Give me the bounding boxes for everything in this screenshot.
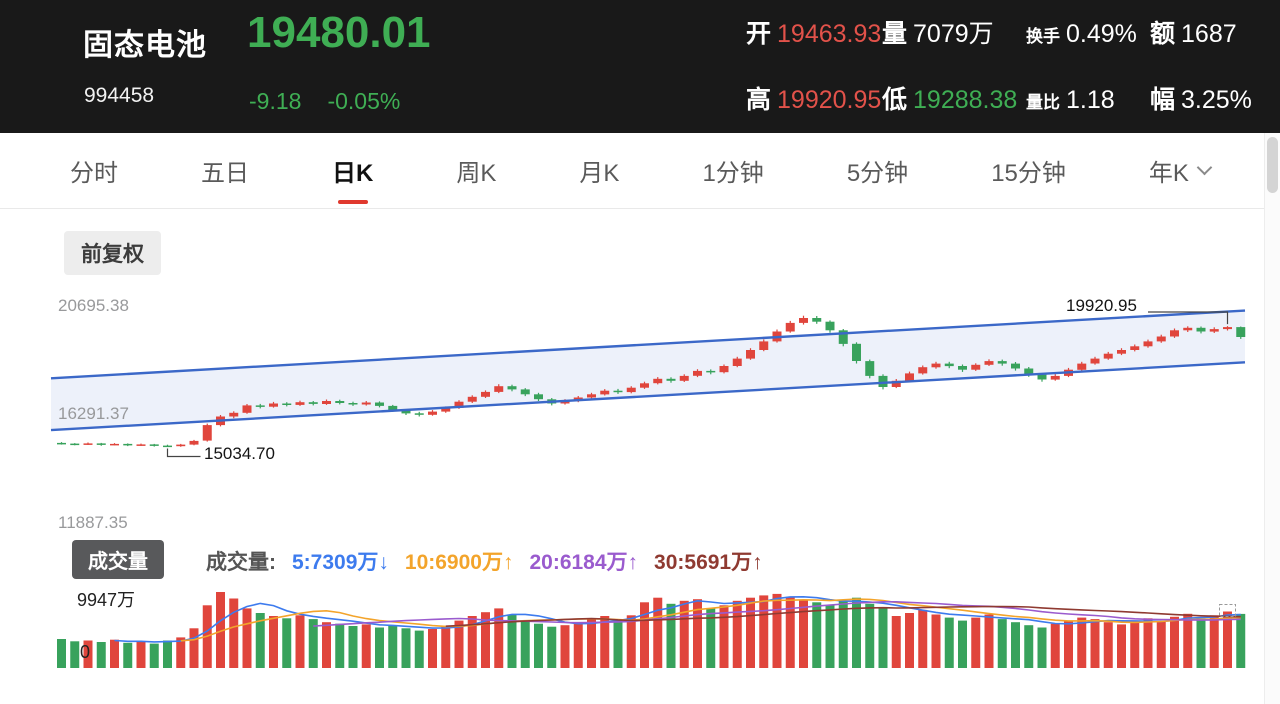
stat-label: 高 xyxy=(746,86,772,114)
tab-15min[interactable]: 15分钟 xyxy=(991,133,1066,208)
scrollbar-thumb[interactable] xyxy=(1267,137,1278,193)
volume-pill-button[interactable]: 成交量 xyxy=(72,540,164,579)
stat-value: 3.25% xyxy=(1181,86,1252,114)
volume-ma20-line xyxy=(313,600,1241,627)
stat-value: 19463.93 xyxy=(777,20,882,48)
tab-label: 1分钟 xyxy=(702,160,764,187)
trend-channel-lower-line xyxy=(50,361,1246,432)
tab-weekly-k[interactable]: 周K xyxy=(456,133,496,208)
tab-label: 分时 xyxy=(70,160,118,187)
volume-ma-legend-ma5: 5:7309万↓ xyxy=(292,551,389,574)
forward-adjusted-button[interactable]: 前复权 xyxy=(64,231,161,275)
low-annotation-connector xyxy=(166,448,201,458)
volume-chart[interactable] xyxy=(0,585,1280,675)
stat-label: 量 xyxy=(882,20,908,48)
stat-open: 开 19463.93 xyxy=(746,14,882,50)
stat-label: 开 xyxy=(746,20,772,48)
tab-label: 5分钟 xyxy=(846,160,909,187)
stat-volume-ratio: 量比 1.18 xyxy=(1026,86,1150,115)
stat-label: 换手 xyxy=(1026,27,1060,46)
volume-legend-items: 5:7309万↓ 10:6900万↑ 20:6184万↑ 30:5691万↑ xyxy=(292,546,763,576)
change-value: -9.18 xyxy=(249,88,302,114)
trend-channel-upper-line xyxy=(50,309,1246,380)
stat-amount: 额 1687 xyxy=(1150,14,1237,50)
stat-volume: 量 7079万 xyxy=(882,14,1026,50)
stat-value: 19920.95 xyxy=(777,86,882,114)
price-axis-label-min: 11887.35 xyxy=(58,513,128,532)
tab-daily-k[interactable]: 日K xyxy=(332,133,373,208)
period-tab-bar: 分时 五日 日K 周K 月K 1分钟 5分钟 15分钟 年K xyxy=(0,133,1280,209)
stat-label: 量比 xyxy=(1026,93,1060,112)
volume-legend-prefix: 成交量: xyxy=(206,551,276,574)
tab-yearly-k[interactable]: 年K xyxy=(1148,133,1213,208)
volume-ma-legend-ma10: 10:6900万↑ xyxy=(404,551,514,574)
current-price: 19480.01 xyxy=(247,8,431,57)
tab-label: 周K xyxy=(456,160,497,187)
price-change: -9.18 -0.05% xyxy=(249,88,426,115)
stat-value: 7079万 xyxy=(913,20,994,48)
stat-amplitude: 幅 3.25% xyxy=(1150,80,1252,116)
stat-value: 19288.38 xyxy=(913,86,1018,114)
tab-label: 日K xyxy=(332,160,374,187)
stat-turnover-rate: 换手 0.49% xyxy=(1026,20,1150,49)
price-axis-label-mid: 16291.37 xyxy=(58,404,129,423)
stats-row-1: 开 19463.93 量 7079万 换手 0.49% 额 1687 xyxy=(746,14,1280,58)
volume-axis-max-label: 9947万 xyxy=(77,590,136,610)
tab-label: 月K xyxy=(579,160,620,187)
quote-stats: 开 19463.93 量 7079万 换手 0.49% 额 1687 高 19920.95 低 19… xyxy=(746,14,1280,146)
tab-monthly-k[interactable]: 月K xyxy=(579,133,619,208)
volume-ma30-line xyxy=(445,605,1241,627)
quote-header: 固态电池 994458 19480.01 -9.18 -0.05% 开 19463.… xyxy=(0,0,1280,133)
price-axis-label-max: 20695.38 xyxy=(58,296,129,315)
stat-value: 0.49% xyxy=(1066,20,1137,48)
chevron-down-icon xyxy=(1196,159,1213,176)
high-price-annotation: 19920.95 xyxy=(1066,296,1137,315)
volume-ma5-line xyxy=(114,595,1241,643)
tab-5min[interactable]: 5分钟 xyxy=(847,133,908,208)
volume-ma-legend: 成交量: 5:7309万↓ 10:6900万↑ 20:6184万↑ 30:5691万↑ xyxy=(206,546,763,576)
stat-value: 1687 xyxy=(1181,20,1237,48)
stat-value: 1.18 xyxy=(1066,86,1115,114)
stat-low: 低 19288.38 xyxy=(882,80,1026,116)
stat-high: 高 19920.95 xyxy=(746,80,882,116)
tab-1min[interactable]: 1分钟 xyxy=(702,133,763,208)
latest-bar-marker xyxy=(1219,604,1236,617)
tab-five-day[interactable]: 五日 xyxy=(201,133,249,208)
stat-label: 额 xyxy=(1150,20,1176,48)
low-price-annotation: 15034.70 xyxy=(204,444,275,463)
tab-time-sharing[interactable]: 分时 xyxy=(70,133,118,208)
change-percent: -0.05% xyxy=(327,88,401,114)
stock-name: 固态电池 xyxy=(83,29,207,62)
tab-label: 15分钟 xyxy=(991,160,1066,187)
stock-code: 994458 xyxy=(84,84,155,107)
volume-ma10-line xyxy=(180,598,1241,642)
candlestick-chart[interactable] xyxy=(0,255,1280,540)
stat-label: 幅 xyxy=(1150,86,1176,114)
volume-axis-zero-label: 0 xyxy=(80,642,91,662)
tab-label: 五日 xyxy=(201,160,250,187)
high-annotation-connector xyxy=(1148,311,1229,325)
stats-row-2: 高 19920.95 低 19288.38 量比 1.18 幅 3.25% xyxy=(746,80,1280,124)
scrollbar-track[interactable] xyxy=(1264,133,1280,704)
volume-ma-legend-ma30: 30:5691万↑ xyxy=(654,551,763,574)
tab-label: 年K xyxy=(1148,160,1189,187)
volume-ma-legend-ma20: 20:6184万↑ xyxy=(529,551,639,574)
stat-label: 低 xyxy=(882,86,908,114)
trend-channel-fill xyxy=(51,310,1245,431)
